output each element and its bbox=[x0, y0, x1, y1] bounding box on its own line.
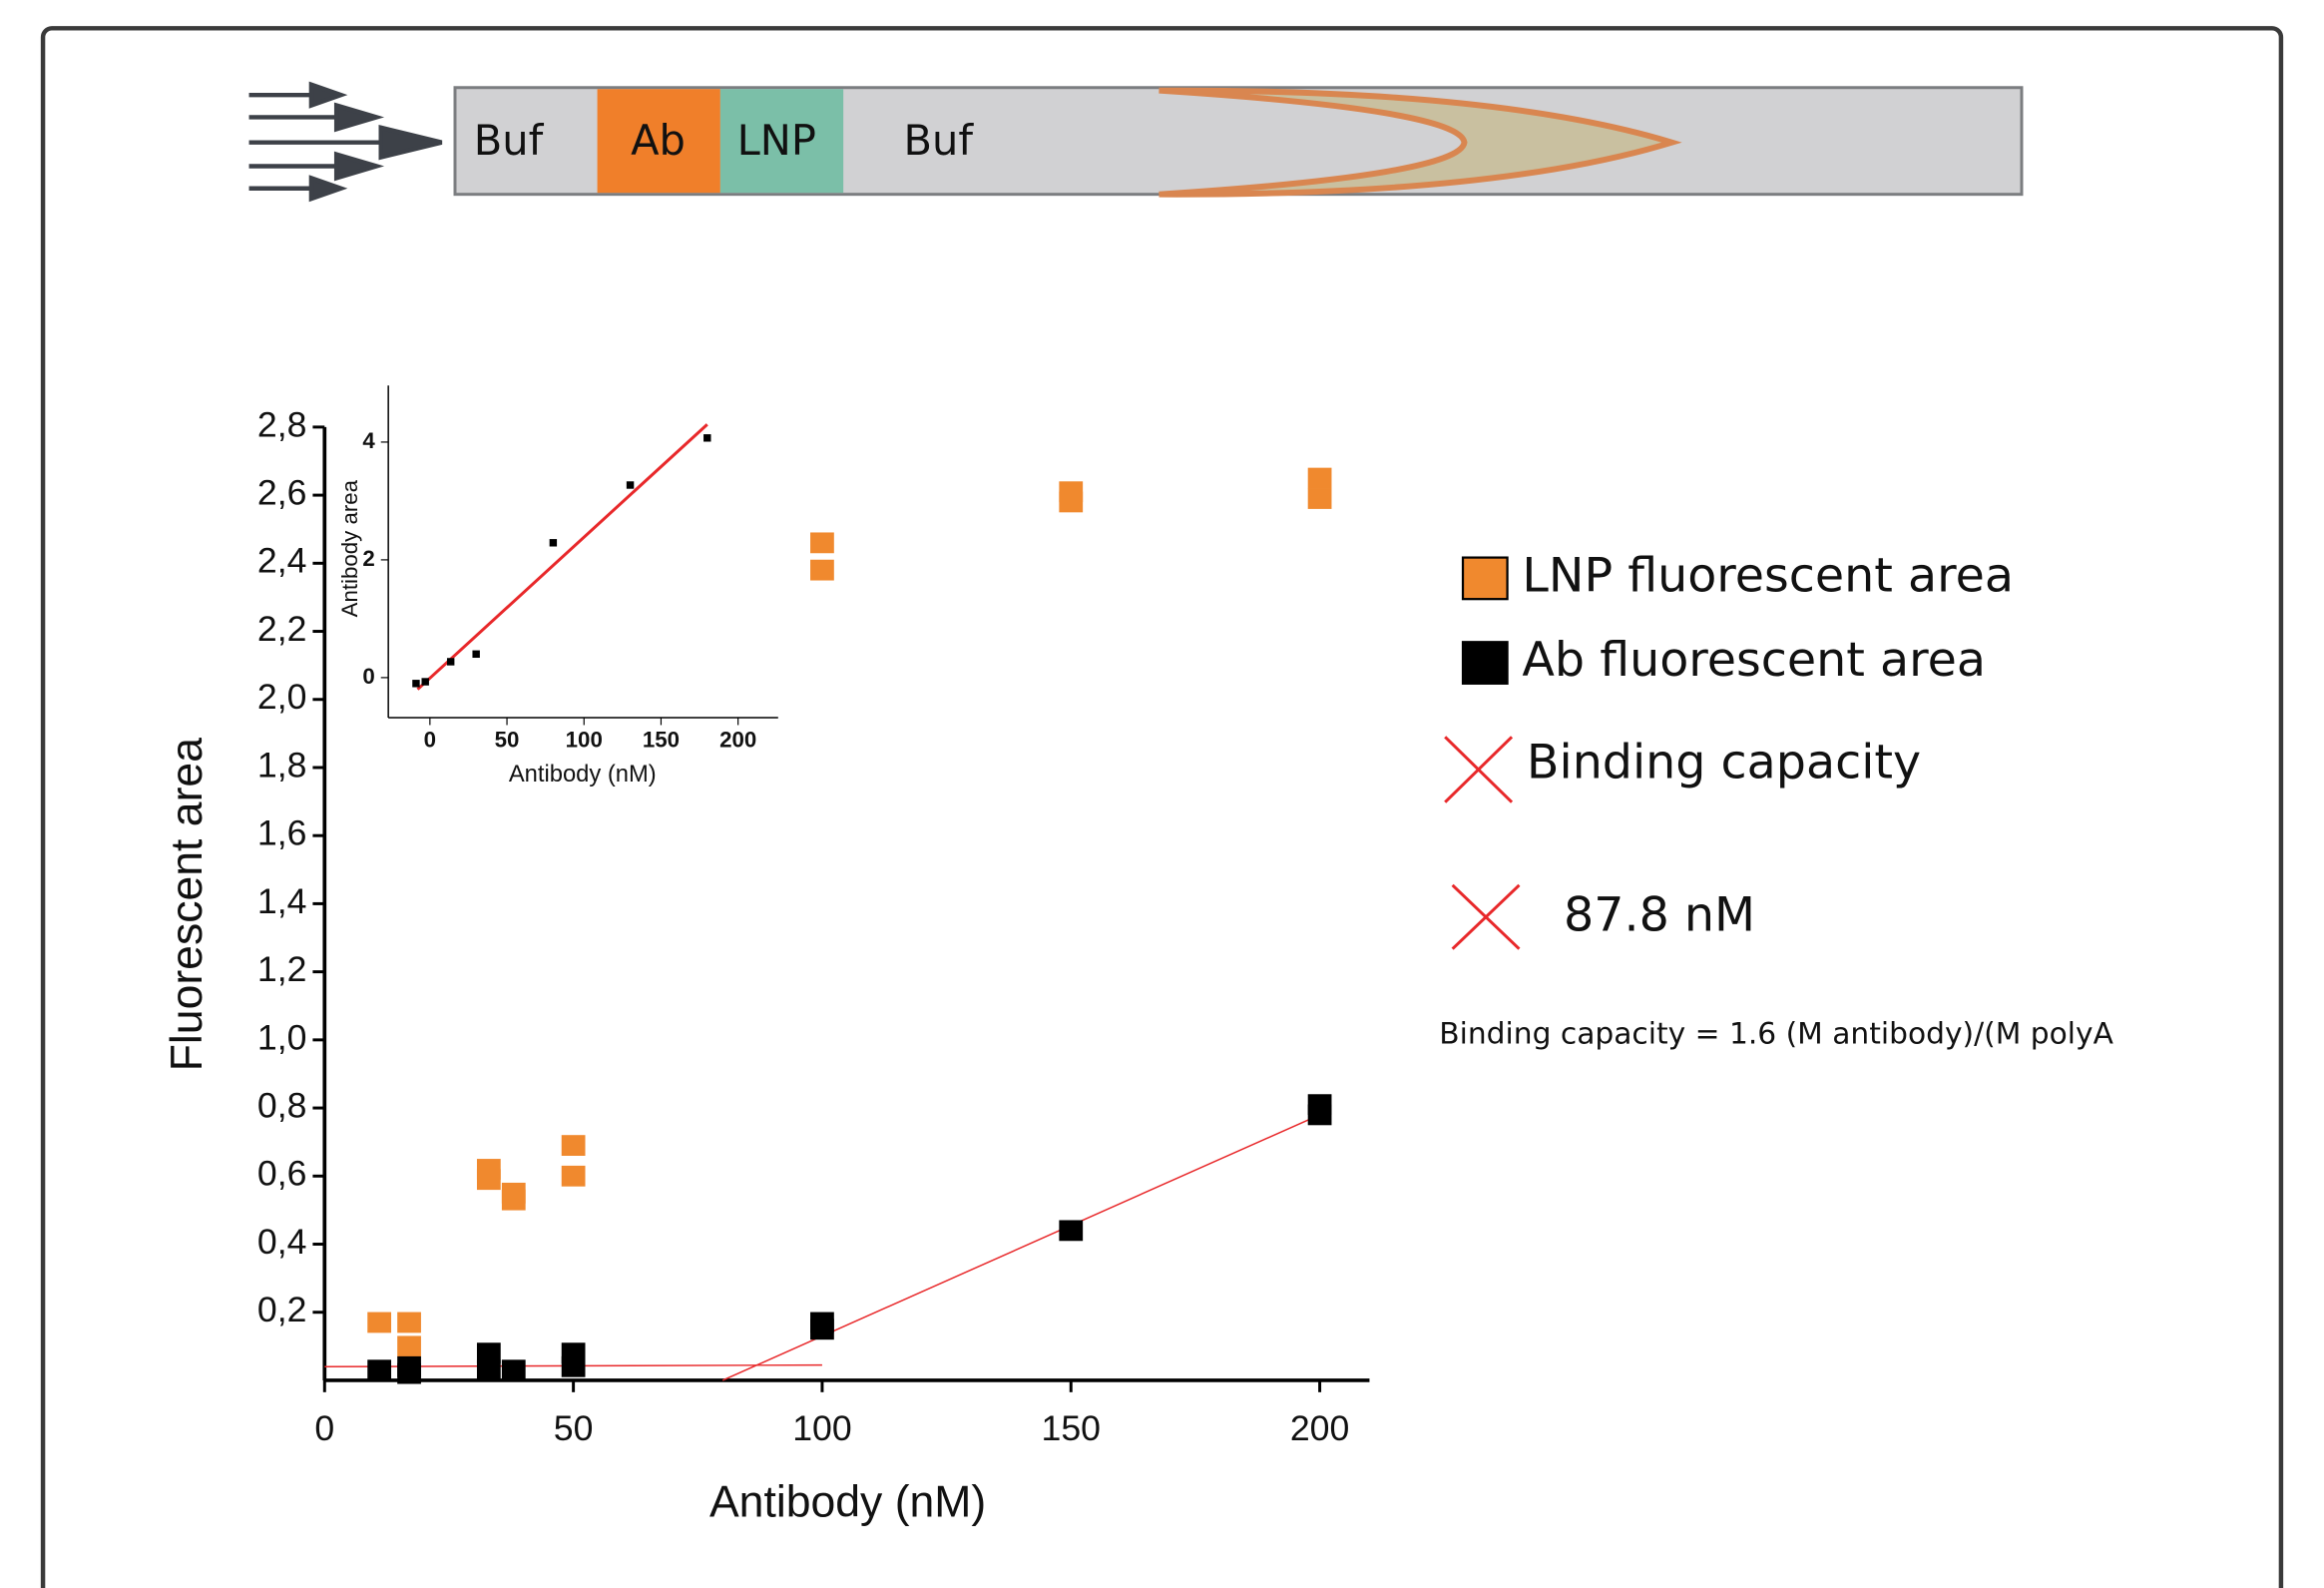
data-point bbox=[367, 1359, 392, 1381]
y-tick-label: 2 bbox=[362, 546, 374, 571]
annotation: Binding capacity = 1.6 (M antibody)/(M p… bbox=[1439, 1016, 2113, 1051]
legend-swatch bbox=[1461, 641, 1509, 685]
y-tick-label: 0,8 bbox=[257, 1085, 307, 1125]
segment-label: Buf bbox=[903, 116, 974, 165]
data-point bbox=[1059, 491, 1084, 513]
y-tick-label: 0,4 bbox=[257, 1222, 307, 1262]
y-tick-label: 0,6 bbox=[257, 1154, 307, 1194]
y-tick-label: 2,8 bbox=[257, 404, 307, 444]
legend: Binding capacity 87.8 nM Binding capacit… bbox=[1439, 548, 2113, 1051]
segment-label: Ab bbox=[631, 116, 686, 165]
data-point bbox=[446, 658, 455, 666]
x-tick-label: 150 bbox=[643, 728, 680, 753]
data-point bbox=[472, 650, 480, 659]
x-axis-title: Antibody (nM) bbox=[709, 1477, 986, 1526]
y-tick-label: 1,0 bbox=[257, 1017, 307, 1057]
data-point bbox=[626, 481, 635, 489]
x-tick-label: 0 bbox=[424, 728, 436, 753]
legend-label: Binding capacity bbox=[1527, 736, 1921, 791]
y-tick-label: 1,8 bbox=[257, 745, 307, 785]
y-tick-label: 2,6 bbox=[257, 473, 307, 513]
ab-plug bbox=[597, 89, 720, 194]
data-point bbox=[412, 680, 420, 688]
data-point bbox=[397, 1362, 421, 1384]
y-axis-title: Fluorescent area bbox=[163, 738, 212, 1072]
y-tick-label: 1,2 bbox=[257, 949, 307, 989]
x-tick-label: 100 bbox=[792, 1408, 851, 1448]
data-point bbox=[1059, 1220, 1084, 1242]
data-point bbox=[810, 559, 834, 581]
flow-arrows bbox=[248, 81, 443, 203]
x-tick-label: 50 bbox=[554, 1408, 594, 1448]
x-tick-label: 100 bbox=[566, 728, 603, 753]
y-tick-label: 4 bbox=[362, 428, 375, 453]
y-tick-label: 2,0 bbox=[257, 677, 307, 717]
inset-y-axis-title: Antibody area bbox=[337, 479, 362, 617]
data-point bbox=[501, 1189, 526, 1211]
data-point bbox=[703, 434, 711, 442]
x-tick-label: 50 bbox=[495, 728, 520, 753]
data-point bbox=[421, 678, 429, 686]
legend-swatch bbox=[1461, 556, 1509, 601]
data-point bbox=[561, 1355, 586, 1377]
data-point bbox=[476, 1342, 501, 1364]
annotation: 87.8 nM bbox=[1564, 888, 1755, 943]
data-point bbox=[1307, 1104, 1332, 1126]
inset-x-axis-title: Antibody (nM) bbox=[509, 761, 657, 788]
data-point bbox=[397, 1312, 421, 1333]
y-tick-label: 0,2 bbox=[257, 1290, 307, 1329]
fit-line bbox=[416, 423, 708, 691]
y-tick-label: 2,2 bbox=[257, 609, 307, 649]
data-point bbox=[501, 1359, 526, 1381]
frame bbox=[40, 26, 2284, 1588]
x-tick-label: 200 bbox=[1290, 1408, 1349, 1448]
fit-legend-symbol bbox=[1444, 736, 1514, 803]
data-point bbox=[1307, 488, 1332, 509]
result-symbol bbox=[1451, 883, 1521, 950]
y-tick-label: 1,4 bbox=[257, 881, 307, 921]
x-tick-label: 150 bbox=[1042, 1408, 1101, 1448]
data-point bbox=[397, 1335, 421, 1357]
data-point bbox=[367, 1312, 392, 1333]
y-tick-label: 0 bbox=[362, 664, 374, 689]
x-tick-label: 0 bbox=[314, 1408, 334, 1448]
data-point bbox=[476, 1359, 501, 1381]
data-point bbox=[549, 539, 558, 547]
data-point bbox=[810, 532, 834, 554]
segment-label: Buf bbox=[474, 116, 545, 165]
data-point bbox=[561, 1135, 586, 1156]
segment-label: LNP bbox=[737, 116, 816, 165]
plug-front bbox=[1159, 87, 1682, 198]
data-point bbox=[810, 1319, 834, 1340]
data-point bbox=[561, 1165, 586, 1187]
legend-label: Ab fluorescent area bbox=[1522, 633, 1986, 688]
fit-line bbox=[721, 1114, 1320, 1381]
legend-label: LNP fluorescent area bbox=[1522, 548, 2014, 603]
data-point bbox=[1307, 467, 1332, 489]
x-tick-label: 200 bbox=[719, 728, 756, 753]
lnp-plug bbox=[719, 89, 844, 194]
y-tick-label: 1,6 bbox=[257, 813, 307, 853]
y-tick-label: 2,4 bbox=[257, 541, 307, 581]
data-point bbox=[476, 1169, 501, 1191]
